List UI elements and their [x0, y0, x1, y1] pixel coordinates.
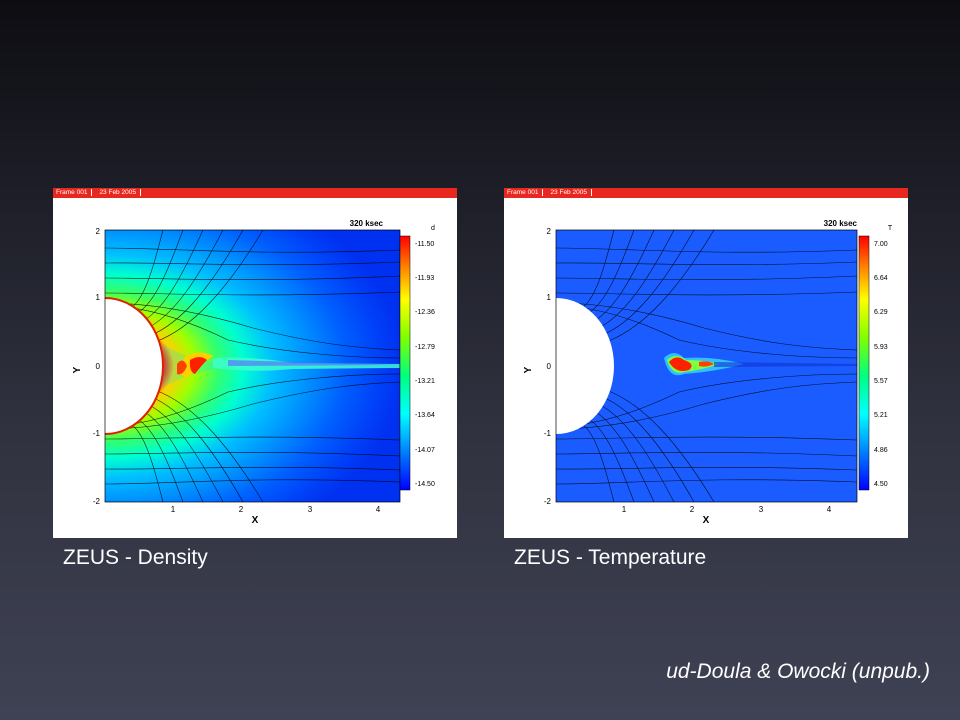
y-tick: -2 — [544, 497, 552, 506]
colorbar-ticks: -11.50 -11.93 -12.36 -12.79 -13.21 -13.6… — [415, 241, 435, 488]
colorbar-ticks: 7.00 6.64 6.29 5.93 5.57 5.21 4.86 4.50 — [874, 241, 888, 488]
colorbar-tick: -12.79 — [415, 344, 435, 351]
stellar-surface — [105, 297, 164, 435]
temperature-caption: ZEUS - Temperature — [514, 546, 707, 569]
credit-citation: ud-Doula & Owocki (unpub.) — [666, 660, 930, 683]
y-tick: -1 — [544, 429, 552, 438]
colorbar-tick: -11.93 — [415, 275, 434, 282]
y-axis-label: Y — [523, 366, 534, 373]
colorbar-tick: 6.64 — [874, 275, 888, 282]
colorbar — [399, 235, 411, 491]
x-tick: 2 — [690, 505, 695, 514]
plot-frame — [555, 229, 858, 503]
y-tick: 0 — [547, 362, 552, 371]
colorbar-tick: -13.64 — [415, 412, 435, 419]
colorbar-tick: -14.50 — [415, 481, 435, 488]
colorbar-tick: 5.93 — [874, 344, 888, 351]
density-field-lines — [105, 230, 400, 502]
x-axis-ticks: 1 2 3 4 — [622, 505, 832, 514]
date-label: 23 Feb 2005 — [550, 189, 587, 196]
y-tick: -1 — [93, 429, 101, 438]
colorbar-tick: 6.29 — [874, 309, 888, 316]
x-tick: 1 — [171, 505, 176, 514]
colorbar-tick: 7.00 — [874, 241, 888, 248]
density-clump-core — [189, 357, 207, 374]
frame-header-bar: Frame 001 23 Feb 2005 — [504, 188, 908, 198]
x-tick: 3 — [308, 505, 313, 514]
x-axis-label: X — [703, 515, 710, 526]
y-tick: -2 — [93, 497, 101, 506]
x-axis-label: X — [252, 515, 259, 526]
y-tick: 2 — [547, 227, 552, 236]
stellar-core-mask — [105, 298, 163, 434]
density-caption: ZEUS - Density — [63, 546, 208, 569]
colorbar-title: d — [431, 225, 435, 232]
frame-header-bar: Frame 001 23 Feb 2005 — [53, 188, 457, 198]
x-tick: 3 — [759, 505, 764, 514]
colorbar-tick: 4.50 — [874, 481, 888, 488]
frame-label: Frame 001 — [507, 189, 539, 196]
y-axis-ticks: 2 1 0 -1 -2 — [544, 227, 552, 506]
density-contour-plot: 320 ksec d -11.50 -11.93 -12.36 -12.79 -… — [72, 219, 435, 526]
colorbar-tick: -12.36 — [415, 309, 435, 316]
date-label: 23 Feb 2005 — [99, 189, 136, 196]
colorbar-tick: 5.21 — [874, 412, 888, 419]
temperature-tail-line — [714, 362, 857, 367]
stellar-core-mask — [556, 298, 614, 434]
colorbar-tick: -13.21 — [415, 378, 435, 385]
y-axis-ticks: 2 1 0 -1 -2 — [93, 227, 101, 506]
temperature-plot-panel: Frame 001 23 Feb 2005 — [504, 188, 908, 538]
y-tick: 1 — [547, 293, 552, 302]
colorbar-tick: -14.07 — [415, 447, 435, 454]
temperature-contour-plot: 320 ksec T 7.00 6.64 6.29 5.93 5.57 5.21… — [523, 219, 893, 526]
time-label: 320 ksec — [824, 219, 858, 228]
x-tick: 2 — [239, 505, 244, 514]
colorbar-tick: 4.86 — [874, 447, 888, 454]
density-tail-line — [228, 360, 400, 366]
x-tick: 1 — [622, 505, 627, 514]
x-tick: 4 — [376, 505, 381, 514]
y-tick: 2 — [96, 227, 101, 236]
density-clump-2 — [177, 360, 187, 375]
colorbar-tick: 5.57 — [874, 378, 888, 385]
density-plot-panel: Frame 001 23 Feb 2005 — [53, 188, 457, 538]
frame-label: Frame 001 — [56, 189, 88, 196]
x-tick: 4 — [827, 505, 832, 514]
y-axis-label: Y — [72, 366, 83, 373]
time-label: 320 ksec — [350, 219, 384, 228]
colorbar-tick: -11.50 — [415, 241, 434, 248]
x-axis-ticks: 1 2 3 4 — [171, 505, 381, 514]
temperature-hot-clump-2 — [699, 361, 714, 367]
colorbar — [858, 235, 870, 491]
y-tick: 1 — [96, 293, 101, 302]
y-tick: 0 — [96, 362, 101, 371]
temperature-hot-clump — [669, 357, 692, 371]
colorbar-title: T — [888, 225, 893, 232]
